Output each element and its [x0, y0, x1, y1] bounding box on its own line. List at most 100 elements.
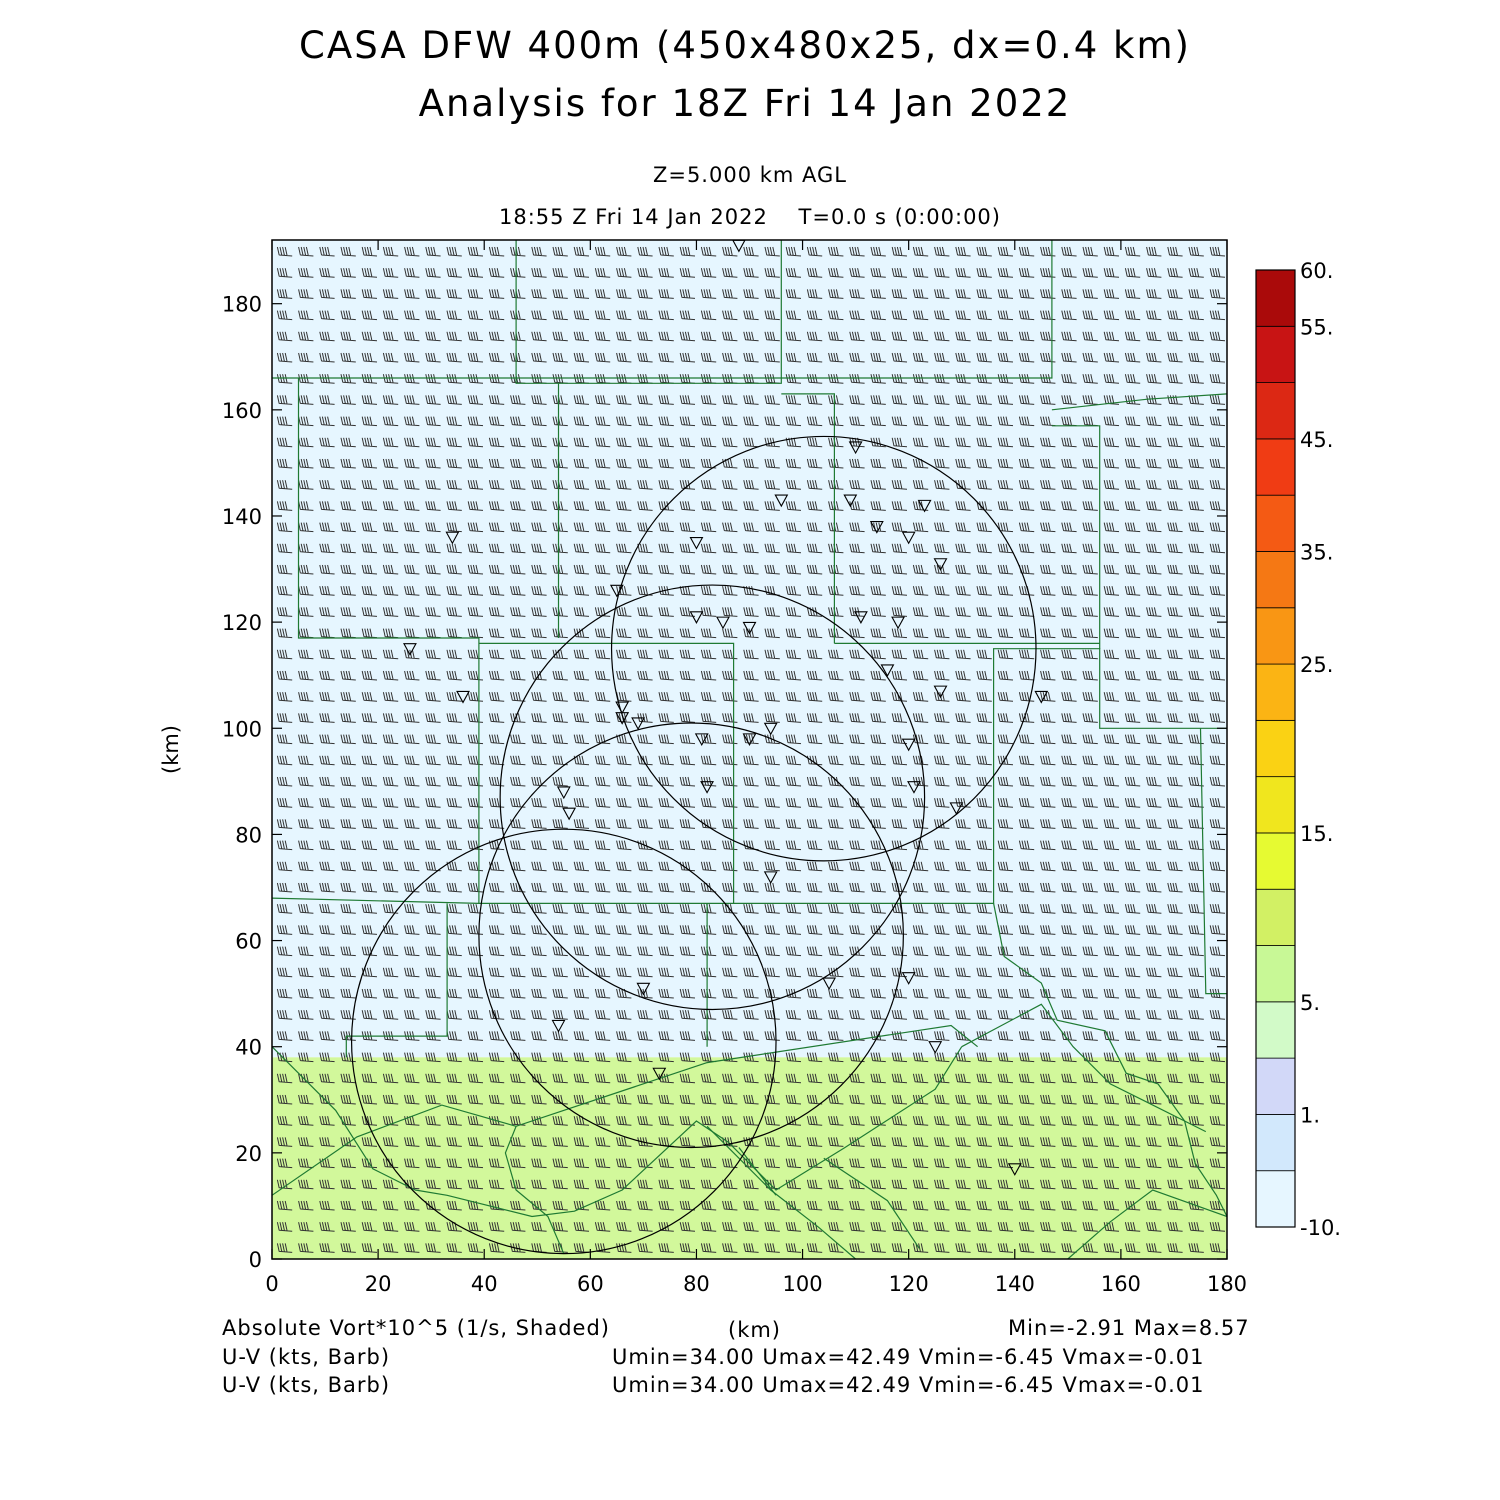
station-marker: [869, 521, 884, 534]
county-boundary: [706, 1125, 856, 1259]
x-tick-label: 120: [889, 1272, 929, 1296]
county-boundary: [272, 240, 1053, 379]
x-tick-label: 180: [1207, 1272, 1247, 1296]
colorbar-frame: [1255, 269, 1296, 1228]
field-minmax: Min=-2.91 Max=8.57: [1008, 1316, 1250, 1340]
station-marker: [700, 781, 714, 794]
y-tick-label: 0: [249, 1248, 262, 1272]
station-marker: [843, 494, 858, 508]
station-marker: [403, 643, 417, 656]
stations: [403, 239, 1049, 1176]
colorbar-swatch: [1255, 888, 1296, 946]
station-marker: [445, 531, 460, 545]
colorbar-swatch: [1255, 832, 1296, 890]
y-tick-label: 120: [222, 611, 262, 635]
colorbar-swatch: [1255, 325, 1296, 383]
county-boundary: [993, 903, 1227, 1217]
barb-label-1: U-V (kts, Barb): [222, 1345, 391, 1369]
colorbar-swatch: [1255, 1170, 1296, 1228]
y-tick-label: 60: [235, 930, 262, 954]
y-tick-label: 140: [222, 505, 262, 529]
colorbar-swatch: [1255, 776, 1296, 834]
colorbar-label: 1.: [1300, 1103, 1320, 1127]
shaded-field: [272, 240, 1227, 1259]
x-tick-label: 80: [683, 1272, 710, 1296]
time-label: 18:55 Z Fri 14 Jan 2022 T=0.0 s (0:00:00…: [499, 205, 1001, 229]
colorbar-swatch: [1255, 1114, 1296, 1172]
radar-range-ring: [350, 828, 777, 1255]
station-marker: [774, 494, 789, 508]
station-marker: [822, 977, 837, 991]
station-marker: [556, 786, 571, 800]
x-tick-label: 140: [995, 1272, 1035, 1296]
station-marker: [853, 611, 868, 624]
station-marker: [763, 722, 778, 736]
station-marker: [928, 1041, 943, 1054]
barb-stats-2: Umin=34.00 Umax=42.49 Vmin=-6.45 Vmax=-0…: [612, 1373, 1205, 1397]
county-boundary: [1199, 728, 1227, 995]
station-marker: [609, 584, 624, 598]
station-marker: [917, 499, 932, 513]
y-tick-label: 100: [222, 717, 262, 741]
county-boundaries: [272, 240, 1227, 1259]
y-tick-label: 20: [235, 1142, 262, 1166]
station-marker: [742, 733, 757, 747]
station-marker: [901, 972, 916, 985]
radar-rings: [350, 435, 1037, 1255]
station-marker: [456, 690, 470, 704]
station-marker: [1007, 1163, 1022, 1176]
station-marker: [933, 685, 948, 699]
colorbar-swatch: [1255, 1001, 1296, 1059]
x-tick-label: 160: [1101, 1272, 1141, 1296]
county-boundary: [738, 1147, 777, 1196]
chart-subtitle: Analysis for 18Z Fri 14 Jan 2022: [418, 82, 1072, 125]
barb-label-2: U-V (kts, Barb): [222, 1373, 391, 1397]
x-axis-unit: (km): [728, 1318, 782, 1342]
station-marker: [880, 664, 895, 678]
colorbar-label: 45.: [1300, 428, 1333, 452]
station-marker: [891, 616, 905, 630]
station-marker: [652, 1067, 667, 1081]
colorbar-label: 55.: [1300, 315, 1333, 339]
station-marker: [1034, 690, 1049, 704]
colorbar-label: 60.: [1300, 259, 1333, 283]
station-marker: [763, 871, 778, 885]
x-tick-label: 0: [265, 1272, 278, 1296]
station-marker: [631, 717, 646, 731]
county-boundary: [823, 1157, 920, 1249]
station-marker: [551, 1019, 566, 1033]
colorbar-label: 35.: [1300, 540, 1333, 564]
station-marker: [901, 738, 916, 752]
station-marker: [848, 441, 863, 455]
axes: 0 20 40 60 80 100 120 140 160 180 0 20 40 60 80 100 120 1…: [159, 240, 1247, 1296]
county-boundary: [504, 1126, 565, 1254]
county-boundary: [961, 1003, 1207, 1133]
station-marker: [716, 616, 730, 630]
colorbar-label: 15.: [1300, 822, 1333, 846]
colorbar-swatch: [1255, 945, 1296, 1003]
colorbar-swatch: [1255, 551, 1296, 609]
station-marker: [933, 558, 948, 571]
colorbar-swatch: [1255, 269, 1296, 327]
station-marker: [689, 536, 704, 550]
county-boundary: [272, 1046, 963, 1218]
x-tick-label: 100: [783, 1272, 823, 1296]
colorbar-swatch: [1255, 663, 1296, 721]
colorbar-swatch: [1255, 382, 1296, 440]
x-tick-label: 20: [365, 1272, 392, 1296]
station-marker: [615, 712, 630, 725]
x-tick-label: 40: [471, 1272, 498, 1296]
y-tick-label: 180: [222, 293, 262, 317]
shaded-field-label: Absolute Vort*10^5 (1/s, Shaded): [222, 1316, 610, 1340]
station-marker: [636, 982, 651, 996]
radar-range-ring: [478, 722, 904, 1149]
station-marker: [742, 621, 757, 635]
county-boundary: [478, 642, 735, 904]
radar-range-ring: [610, 435, 1037, 862]
county-boundary: [1051, 425, 1101, 649]
station-marker: [901, 531, 916, 545]
chart-title: CASA DFW 400m (450x480x25, dx=0.4 km): [299, 24, 1191, 67]
county-boundary: [345, 903, 448, 1058]
plot-frame: [271, 239, 1228, 1260]
